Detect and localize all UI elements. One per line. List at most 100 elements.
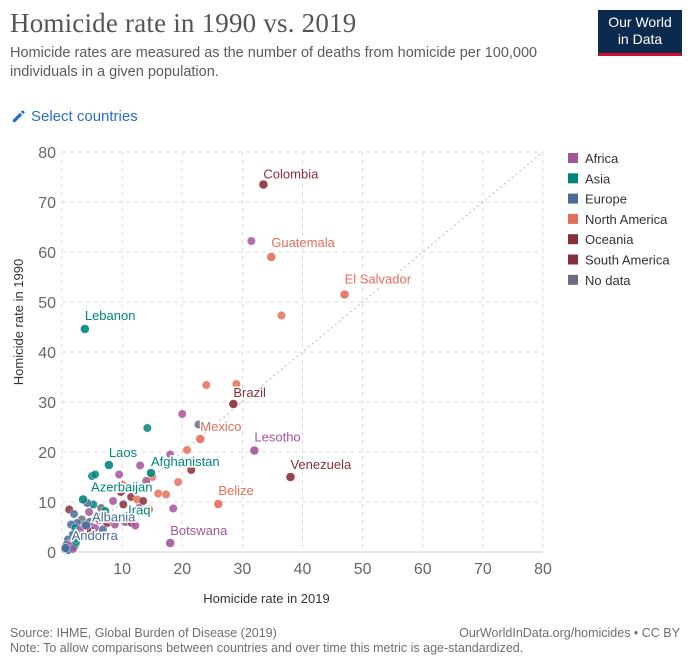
x-tick-label: 80 xyxy=(534,561,552,578)
data-point xyxy=(81,520,91,531)
data-point xyxy=(116,487,126,497)
data-point xyxy=(146,468,156,478)
data-point xyxy=(144,505,154,514)
data-point xyxy=(138,496,148,506)
legend-label: Asia xyxy=(585,171,611,186)
data-point xyxy=(78,494,88,505)
logo-line-1: Our World xyxy=(608,14,672,30)
data-point xyxy=(69,509,79,519)
source-note: Source: IHME, Global Burden of Disease (… xyxy=(10,626,277,640)
y-tick-label: 20 xyxy=(38,445,56,462)
x-tick-label: 30 xyxy=(233,561,251,578)
data-point xyxy=(186,465,196,475)
data-point xyxy=(94,515,104,525)
data-point xyxy=(79,532,89,542)
data-point xyxy=(277,311,286,320)
x-tick-label: 40 xyxy=(294,561,312,578)
data-point xyxy=(84,507,94,517)
data-point xyxy=(60,543,71,553)
data-point xyxy=(105,515,115,524)
x-tick-label: 70 xyxy=(474,561,492,578)
point-label: Laos xyxy=(109,445,138,460)
owid-logo[interactable]: Our World in Data xyxy=(598,10,682,56)
legend-label: Europe xyxy=(585,192,627,207)
select-countries-label: Select countries xyxy=(31,108,138,125)
data-point xyxy=(173,477,183,487)
y-axis-label: Homicide rate in 1990 xyxy=(11,259,26,385)
data-point xyxy=(100,506,110,516)
legend-swatch xyxy=(568,173,578,184)
chart-subtitle: Homicide rates are measured as the numbe… xyxy=(10,45,538,80)
footnote: Note: To allow comparisons between count… xyxy=(10,641,524,655)
legend-swatch xyxy=(568,153,578,163)
point-label: Afghanistan xyxy=(151,454,220,469)
x-tick-label: 60 xyxy=(414,561,432,578)
legend-swatch xyxy=(568,213,578,224)
point-label: Belize xyxy=(218,483,253,498)
legend-label: Africa xyxy=(585,151,619,166)
data-point xyxy=(130,521,140,530)
data-point xyxy=(339,289,350,300)
legend: Africa Asia Europe North America Oceania Sout… xyxy=(568,151,670,288)
y-tick-label: 40 xyxy=(38,345,56,362)
data-point xyxy=(104,460,114,470)
data-point xyxy=(182,445,192,455)
y-tick-label: 50 xyxy=(38,295,56,312)
point-label: Mexico xyxy=(200,419,241,434)
y-tick-label: 80 xyxy=(38,145,56,162)
data-point xyxy=(114,470,124,479)
point-label: Lesotho xyxy=(254,430,300,445)
point-label: El Salvador xyxy=(345,272,412,287)
data-point xyxy=(201,380,211,390)
scatter-chart: 0 10 20 30 40 50 60 70 80 10 20 30 40 50 60 70 80 Homicid… xyxy=(11,145,670,606)
data-point xyxy=(165,450,175,459)
data-point xyxy=(195,434,206,444)
data-point xyxy=(228,399,239,409)
data-point xyxy=(153,489,163,498)
legend-label: North America xyxy=(585,212,668,227)
legend-label: No data xyxy=(585,273,631,288)
x-tick-label: 10 xyxy=(113,561,131,578)
data-point xyxy=(90,470,100,479)
logo-line-2: in Data xyxy=(617,31,663,47)
legend-label: South America xyxy=(585,253,670,268)
point-label: Iraq xyxy=(128,503,150,518)
point-label: Brazil xyxy=(233,385,266,400)
legend-swatch xyxy=(568,193,578,204)
data-point xyxy=(118,500,128,509)
legend-swatch xyxy=(568,254,578,265)
x-axis-label: Homicide rate in 2019 xyxy=(203,591,329,606)
url-note[interactable]: OurWorldInData.org/homicides • CC BY xyxy=(459,626,680,640)
data-point xyxy=(213,499,224,509)
legend-swatch xyxy=(568,274,578,285)
x-tick-label: 20 xyxy=(173,561,191,578)
select-countries-button[interactable]: Select countries xyxy=(11,108,138,125)
data-point xyxy=(134,503,144,513)
y-tick-label: 10 xyxy=(38,495,56,512)
data-point xyxy=(165,538,175,548)
data-point xyxy=(135,461,145,470)
data-point xyxy=(168,504,178,513)
data-point xyxy=(246,236,256,246)
point-label: Albania xyxy=(92,510,136,525)
y-tick-label: 60 xyxy=(38,245,56,262)
data-point xyxy=(141,476,151,486)
pencil-icon xyxy=(12,110,25,123)
x-tick-label: 50 xyxy=(354,561,372,578)
data-point xyxy=(98,525,108,534)
data-point xyxy=(231,379,241,389)
point-label: Guatemala xyxy=(271,235,335,250)
data-point xyxy=(161,490,171,499)
point-label: Botswana xyxy=(170,523,228,538)
diagonal-line xyxy=(61,151,544,553)
data-point xyxy=(142,423,152,433)
data-point xyxy=(258,179,269,190)
point-label: Lebanon xyxy=(85,308,136,323)
data-point xyxy=(177,409,187,419)
point-label: Azerbaijan xyxy=(91,480,152,495)
point-label: Andorra xyxy=(72,528,119,543)
data-point xyxy=(108,496,118,506)
data-point xyxy=(194,420,203,429)
data-point xyxy=(249,445,260,456)
legend-swatch xyxy=(568,234,578,245)
